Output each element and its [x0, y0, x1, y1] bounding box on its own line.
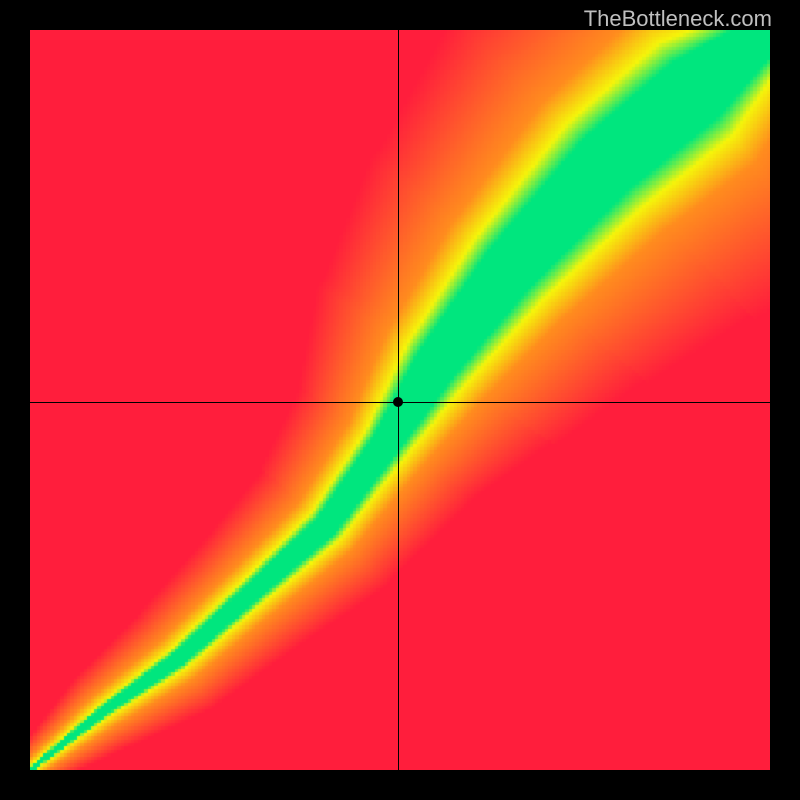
crosshair-center-dot — [393, 397, 403, 407]
heatmap-plot — [30, 30, 770, 770]
watermark-text: TheBottleneck.com — [584, 6, 772, 32]
